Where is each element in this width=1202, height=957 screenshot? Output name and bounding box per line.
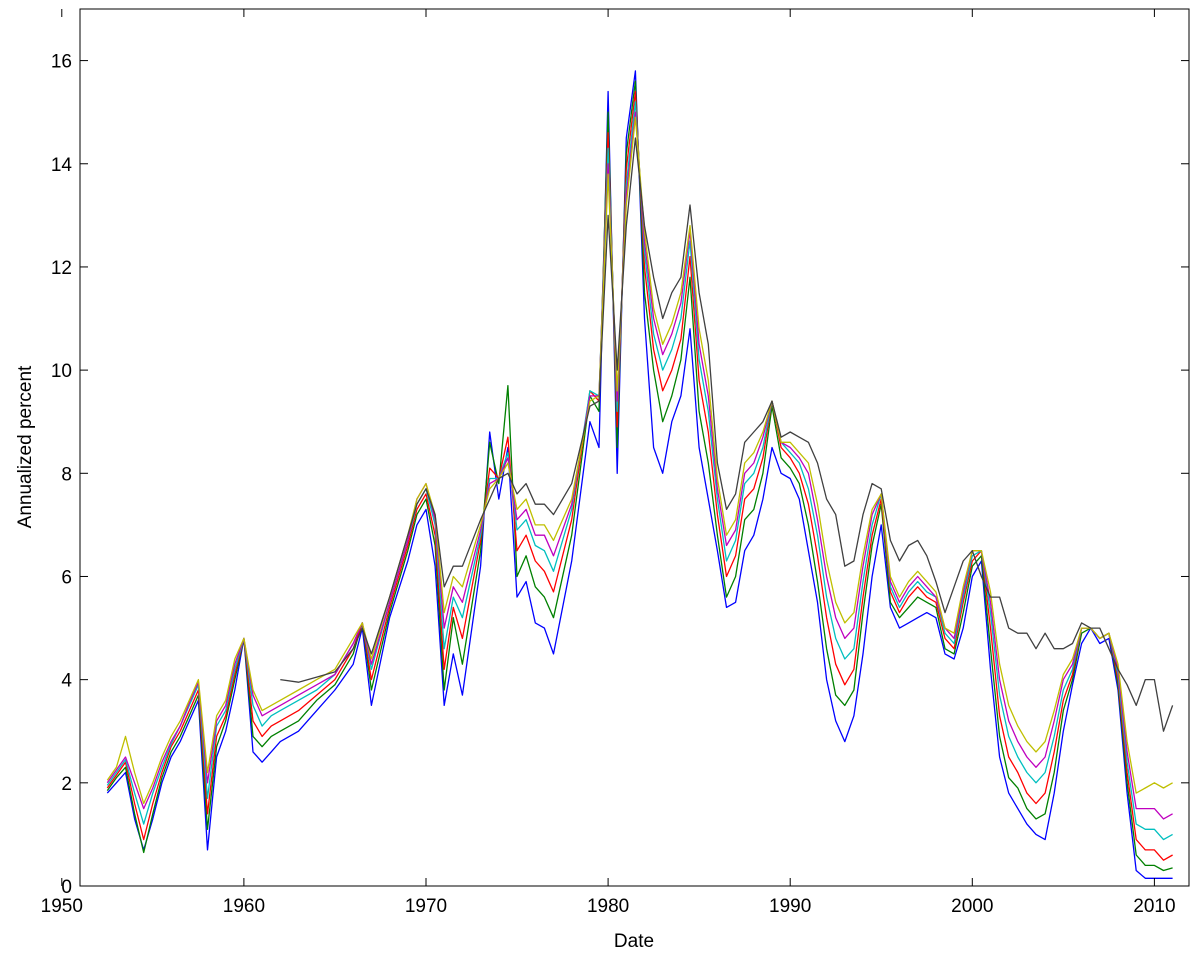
y-tick-label: 12 (51, 258, 72, 279)
series-line-2 (106, 80, 1173, 872)
plot-frame (79, 8, 1190, 887)
series-line-4 (106, 101, 1173, 841)
x-tick-label: 2000 (951, 896, 993, 917)
y-tick-label: 16 (51, 52, 72, 73)
x-axis-ticks: 1950 1960 1970 1980 1990 2000 2010 (41, 9, 1176, 917)
series-line-5 (106, 111, 1173, 820)
series-line-6 (106, 116, 1173, 805)
y-axis-label: Annualized percent (15, 365, 36, 528)
x-tick-label: 2010 (1133, 896, 1175, 917)
y-tick-label: 4 (61, 671, 72, 692)
x-tick-label: 1970 (405, 896, 447, 917)
y-tick-label: 6 (61, 567, 72, 588)
series-line-7 (280, 137, 1174, 732)
x-tick-label: 1950 (41, 896, 83, 917)
y-axis-ticks: 0 2 4 6 8 10 12 14 16 (51, 52, 1189, 898)
y-tick-label: 2 (61, 774, 72, 795)
y-tick-label: 0 (61, 877, 72, 898)
x-axis-label: Date (614, 931, 654, 952)
y-tick-label: 8 (61, 464, 72, 485)
x-tick-label: 1960 (223, 896, 265, 917)
x-tick-label: 1980 (587, 896, 629, 917)
series-line-3 (106, 90, 1173, 861)
series-layer (106, 70, 1174, 879)
y-tick-label: 14 (51, 155, 73, 176)
x-tick-label: 1990 (769, 896, 811, 917)
series-line-1 (106, 70, 1173, 879)
y-tick-label: 10 (51, 361, 72, 382)
